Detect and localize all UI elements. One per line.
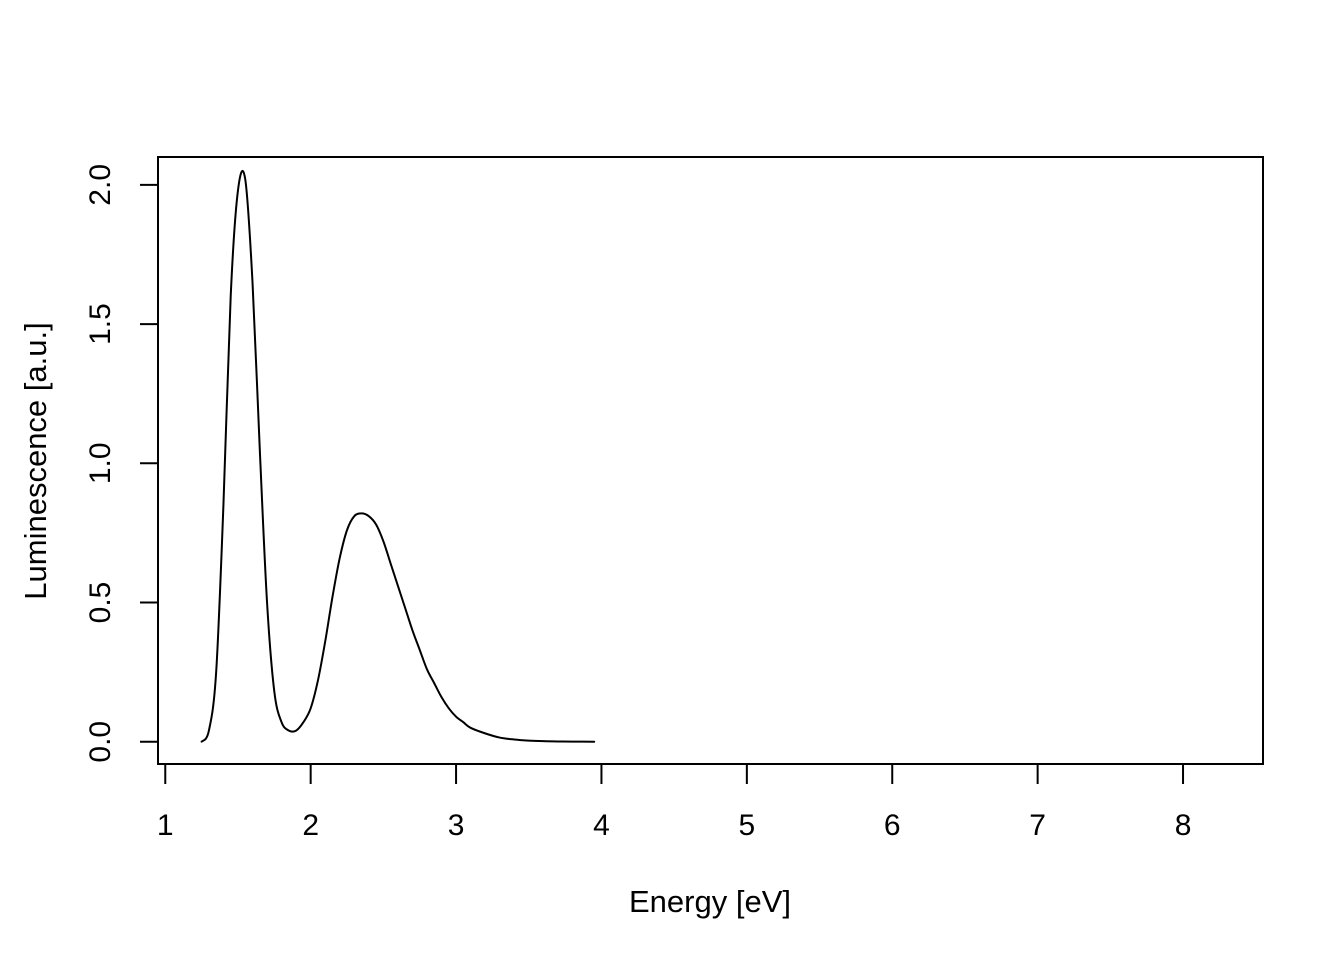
x-tick-label: 1: [157, 809, 174, 842]
x-tick-label: 4: [593, 809, 610, 842]
x-axis-title: Energy [eV]: [629, 884, 791, 919]
x-tick-label: 8: [1175, 809, 1192, 842]
y-tick-label: 0.0: [84, 721, 117, 763]
series-layer: [200, 169, 596, 743]
y-tick-label: 0.5: [84, 582, 117, 624]
x-axis: 1 2 3 4 5 6 7 8: [157, 763, 1192, 842]
y-tick-label: 1.5: [84, 303, 117, 345]
luminescence-series-line: [200, 169, 596, 743]
x-tick-label: 3: [448, 809, 465, 842]
y-axis-title: Luminescence [a.u.]: [18, 322, 53, 599]
plot-frame: [157, 156, 1264, 765]
y-tick-label: 1.0: [84, 442, 117, 484]
y-axis: 0.0 0.5 1.0 1.5 2.0: [84, 164, 159, 763]
x-tick-label: 6: [884, 809, 901, 842]
x-tick-label: 2: [302, 809, 319, 842]
x-tick-label: 7: [1029, 809, 1046, 842]
y-tick-label: 2.0: [84, 164, 117, 206]
x-tick-label: 5: [739, 809, 756, 842]
